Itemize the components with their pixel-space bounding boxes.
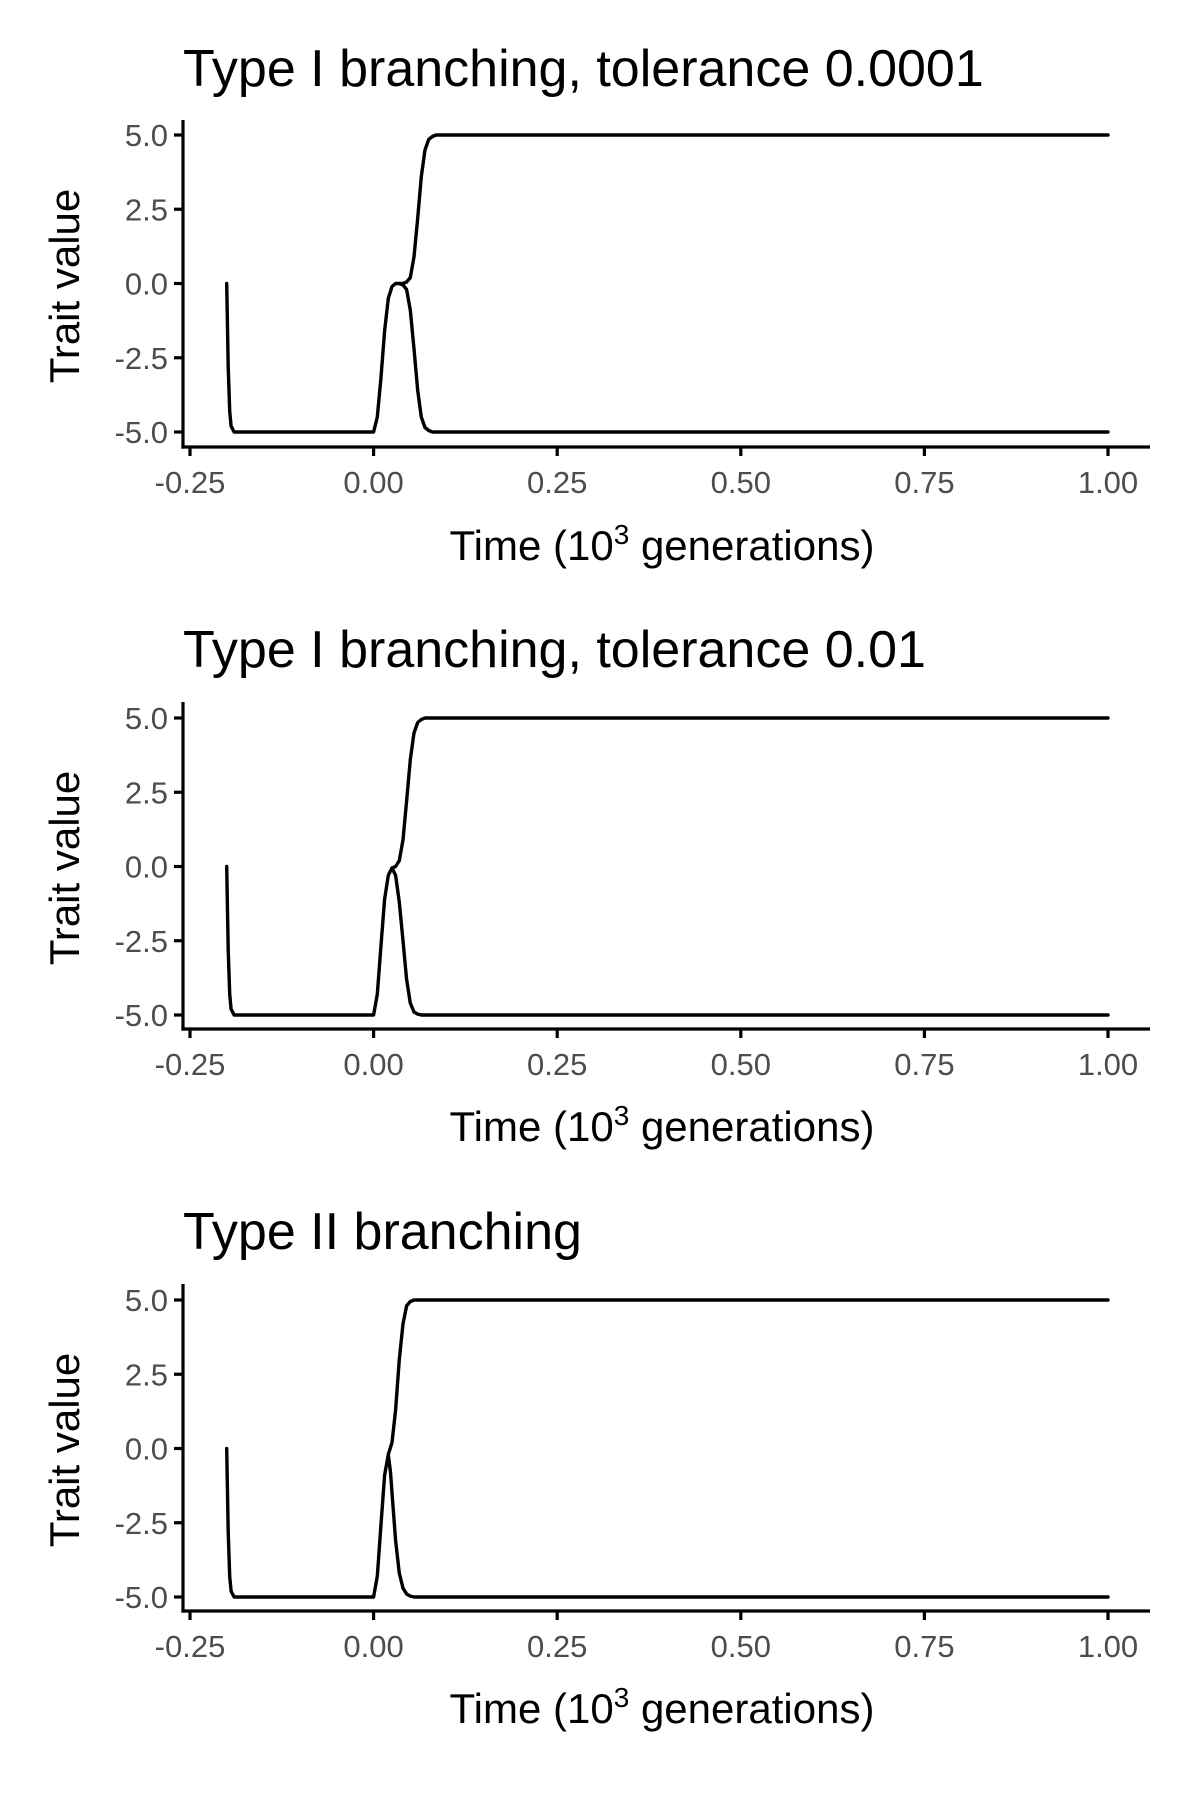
x-tick-label: 1.00 xyxy=(1078,465,1138,500)
y-tick-label: -2.5 xyxy=(115,341,168,376)
y-tick-label: 2.5 xyxy=(125,775,168,810)
y-tick-label: 0.0 xyxy=(125,1432,168,1467)
x-axis-title: Time (103 generations) xyxy=(450,1682,875,1732)
x-tick-label: 0.75 xyxy=(894,1629,954,1664)
y-axis-title: Trait value xyxy=(41,1353,88,1548)
chart-panel-3: Type II branching Trait value Time (103 … xyxy=(41,1203,1150,1732)
x-axis-title: Time (103 generations) xyxy=(450,519,875,569)
chart-panel-2: Type I branching, tolerance 0.01 Trait v… xyxy=(41,621,1150,1150)
series-line-1 xyxy=(224,716,1110,1017)
y-tick-label: 5.0 xyxy=(125,118,168,153)
x-tick-label: 1.00 xyxy=(1078,1047,1138,1082)
x-axis-title: Time (103 generations) xyxy=(450,1100,875,1150)
series-line-2 xyxy=(397,281,1110,434)
x-tick-label: 0.25 xyxy=(527,465,587,500)
x-tick-label: 0.50 xyxy=(711,1629,771,1664)
y-tick-label: -5.0 xyxy=(115,998,168,1033)
x-tick-label: 0.75 xyxy=(894,465,954,500)
x-tick-label: 0.00 xyxy=(343,465,403,500)
y-tick-label: -2.5 xyxy=(115,924,168,959)
chart-title: Type I branching, tolerance 0.01 xyxy=(183,621,926,679)
chart-title: Type II branching xyxy=(183,1203,582,1261)
y-tick-label: 5.0 xyxy=(125,1283,168,1318)
y-tick-label: -2.5 xyxy=(115,1506,168,1541)
y-tick-label: 2.5 xyxy=(125,1357,168,1392)
y-tick-label: -5.0 xyxy=(115,1580,168,1615)
x-tick-label: -0.25 xyxy=(155,1047,226,1082)
y-tick-label: 5.0 xyxy=(125,701,168,736)
x-tick-label: 0.25 xyxy=(527,1629,587,1664)
y-axis-title: Trait value xyxy=(41,771,88,966)
series-line-2 xyxy=(386,1452,1110,1599)
series-line-1 xyxy=(224,133,1110,434)
x-tick-label: 0.00 xyxy=(343,1629,403,1664)
series-line-2 xyxy=(390,866,1110,1017)
x-tick-label: -0.25 xyxy=(155,1629,226,1664)
y-tick-label: 2.5 xyxy=(125,192,168,227)
chart-panel-1: Type I branching, tolerance 0.0001 Trait… xyxy=(41,40,1150,569)
x-tick-label: 0.00 xyxy=(343,1047,403,1082)
x-tick-label: 1.00 xyxy=(1078,1629,1138,1664)
chart-title: Type I branching, tolerance 0.0001 xyxy=(183,40,984,98)
x-tick-label: 0.50 xyxy=(711,465,771,500)
y-tick-label: 0.0 xyxy=(125,850,168,885)
x-tick-label: 0.50 xyxy=(711,1047,771,1082)
series-line-1 xyxy=(224,1298,1110,1599)
x-tick-label: 0.75 xyxy=(894,1047,954,1082)
y-tick-label: -5.0 xyxy=(115,415,168,450)
x-tick-label: 0.25 xyxy=(527,1047,587,1082)
y-tick-label: 0.0 xyxy=(125,267,168,302)
y-axis-title: Trait value xyxy=(41,189,88,384)
x-tick-label: -0.25 xyxy=(155,465,226,500)
